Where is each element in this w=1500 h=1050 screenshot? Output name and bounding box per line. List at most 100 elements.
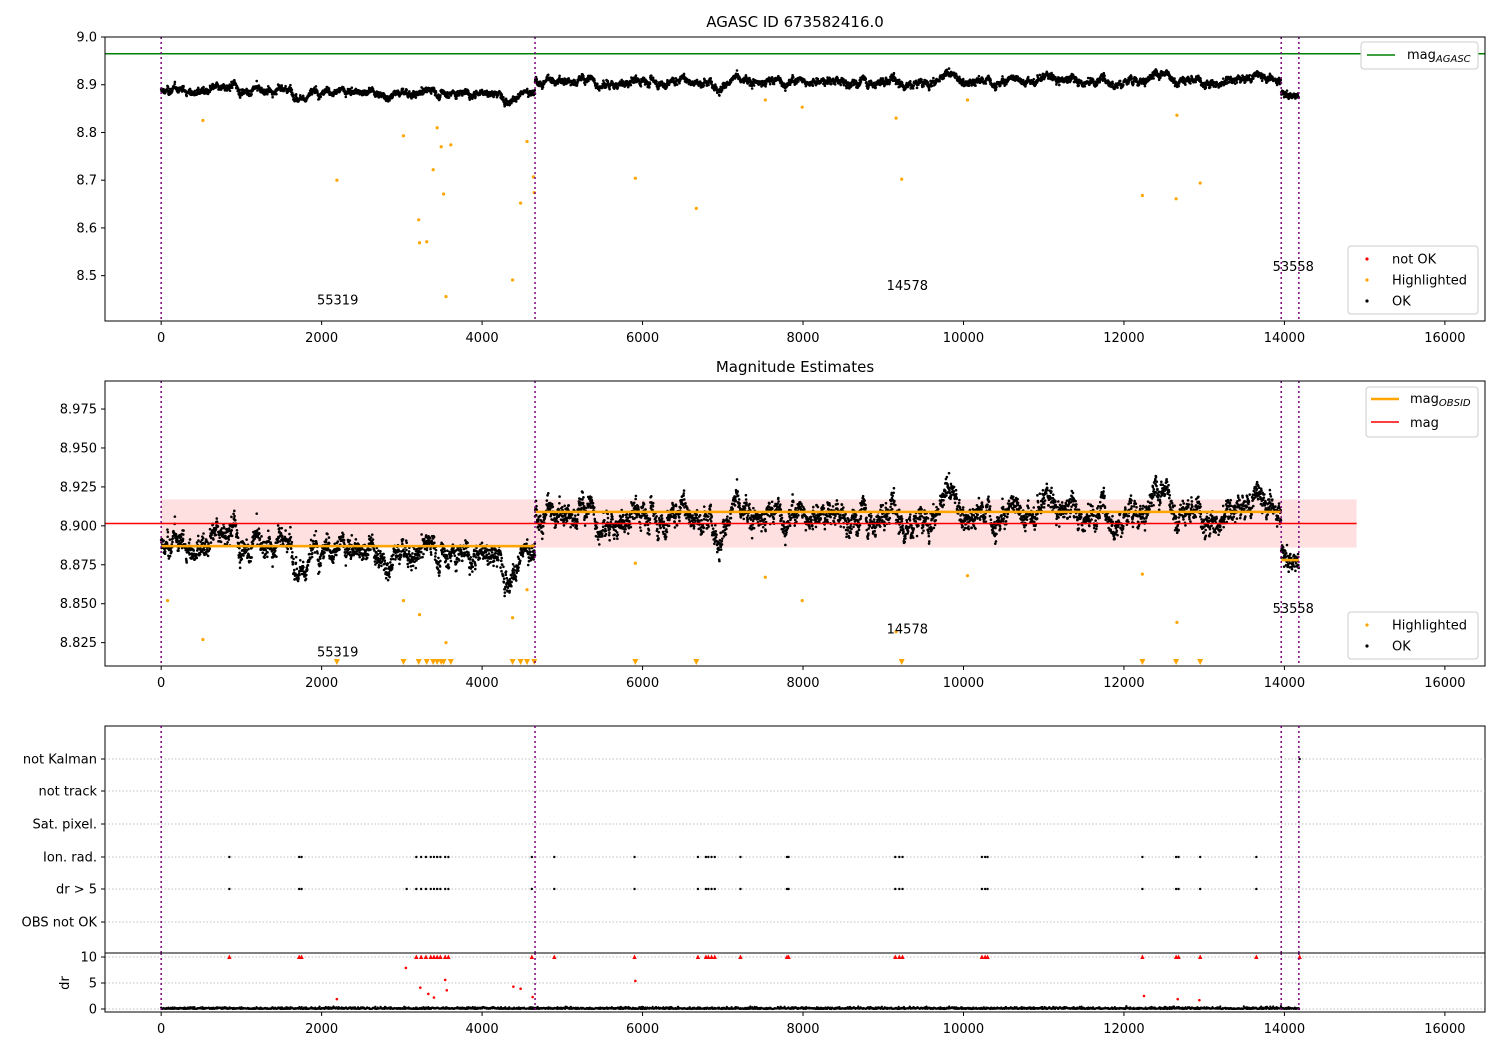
obsid-label: 14578 <box>887 279 928 294</box>
ok-point <box>291 91 294 95</box>
ok-point <box>908 79 912 83</box>
ok-point <box>928 88 931 91</box>
ok-point <box>197 539 200 542</box>
ok-point <box>1143 84 1147 88</box>
ok-point <box>388 99 391 102</box>
ok-point <box>541 85 545 89</box>
ok-point <box>316 89 319 93</box>
ok-point <box>182 84 185 88</box>
ok-point <box>1103 74 1106 77</box>
ok-point <box>313 91 317 95</box>
ok-point <box>401 87 405 91</box>
ok-point <box>208 90 212 94</box>
ok-point <box>823 84 827 88</box>
ok-point <box>474 95 477 99</box>
ok-point <box>734 75 738 79</box>
ok-point <box>961 77 965 81</box>
ok-point <box>195 553 198 556</box>
ok-point <box>602 79 605 82</box>
ok-point <box>202 85 205 89</box>
highlighted-point <box>441 192 446 196</box>
ok-point <box>1077 84 1081 87</box>
ok-point <box>166 85 170 88</box>
ok-point <box>199 546 202 550</box>
ok-point <box>170 550 173 553</box>
ok-point <box>952 71 956 75</box>
ok-point <box>255 79 259 83</box>
ok-point <box>405 88 408 92</box>
ok-point <box>197 87 200 91</box>
ok-point <box>874 86 877 89</box>
ok-point <box>1194 80 1198 84</box>
ok-point <box>682 72 686 76</box>
ok-point <box>468 98 472 101</box>
ok-point <box>938 79 941 83</box>
ok-point <box>177 546 181 550</box>
ok-point <box>250 93 253 96</box>
legend-label: Highlighted <box>1392 274 1467 289</box>
ok-point <box>864 77 868 81</box>
ok-point <box>932 76 935 80</box>
ok-point <box>284 84 287 88</box>
ok-point <box>582 74 585 78</box>
obsid-label: 55319 <box>317 293 358 308</box>
ok-point <box>193 89 197 93</box>
ok-point <box>829 82 833 86</box>
ok-point <box>648 85 651 89</box>
ok-point <box>295 96 299 100</box>
ok-point <box>900 81 904 84</box>
ok-point <box>894 77 897 80</box>
ok-point <box>955 75 959 78</box>
ok-point <box>558 74 561 78</box>
ok-point <box>1026 75 1030 79</box>
ok-point <box>198 552 202 556</box>
ok-point <box>1080 79 1083 83</box>
highlighted-point <box>417 218 421 222</box>
ok-point <box>891 79 895 83</box>
ok-point <box>439 94 442 97</box>
ok-point <box>350 86 354 89</box>
ok-point <box>811 84 815 88</box>
ok-point <box>655 80 658 84</box>
ok-point <box>446 91 449 94</box>
ok-point <box>892 71 896 75</box>
ok-point <box>947 67 951 70</box>
highlighted-point <box>1174 197 1178 201</box>
ok-point <box>187 541 191 545</box>
ok-point <box>735 69 739 72</box>
ok-point <box>1248 73 1251 77</box>
ok-point <box>202 548 206 552</box>
ok-point <box>238 96 242 99</box>
highlighted-point <box>449 143 453 147</box>
ok-point <box>182 533 185 536</box>
ok-point <box>230 80 233 84</box>
ok-point <box>271 95 274 99</box>
ok-point <box>408 90 411 93</box>
ok-point <box>173 515 177 518</box>
ok-point <box>460 94 464 97</box>
ok-point <box>495 95 499 99</box>
ok-point <box>888 81 892 84</box>
ok-point <box>535 78 539 82</box>
ok-point <box>447 96 451 99</box>
highlighted-point <box>444 295 448 299</box>
ok-point <box>455 97 458 100</box>
ok-point <box>168 538 172 541</box>
obsid-label: 53558 <box>1273 260 1314 275</box>
ok-point <box>344 95 348 99</box>
ok-point <box>192 549 195 552</box>
ok-point <box>167 557 171 560</box>
ok-point <box>182 529 185 532</box>
ok-point <box>576 82 579 85</box>
ok-point <box>842 83 846 87</box>
y-tick-label: 9.0 <box>76 31 97 46</box>
ok-point <box>915 86 919 90</box>
ok-point <box>567 77 571 80</box>
ok-point <box>1221 77 1225 80</box>
ok-point <box>173 82 176 86</box>
ok-point <box>298 93 302 97</box>
